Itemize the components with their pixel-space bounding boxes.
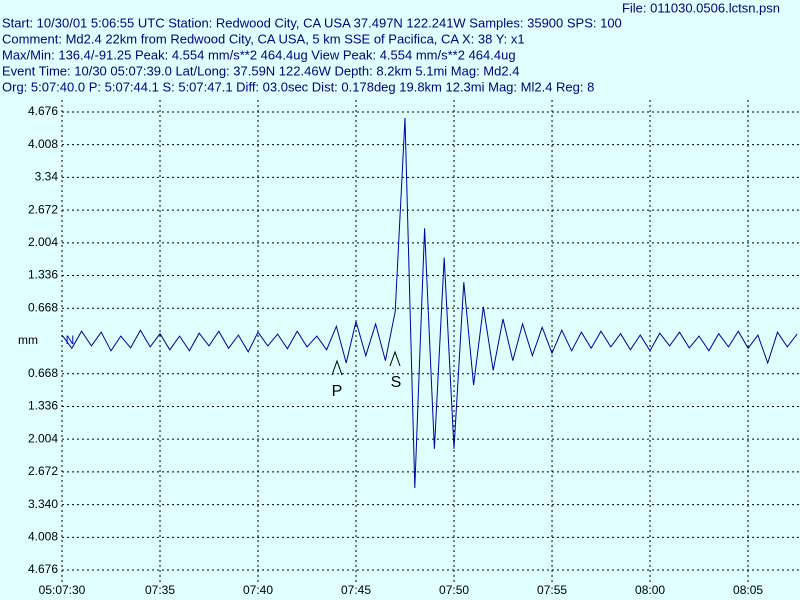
x-tick-label: 07:50 <box>439 583 469 597</box>
p-arrow <box>331 359 343 376</box>
header-line: Event Time: 10/30 05:07:39.0 Lat/Long: 3… <box>2 63 519 78</box>
y-tick-label: 1.336 <box>28 268 58 282</box>
y-axis-label: mm <box>18 333 38 347</box>
channel-marker: N <box>66 333 75 347</box>
header-line: Start: 10/30/01 5:06:55 UTC Station: Red… <box>2 15 622 30</box>
x-tick-label: 07:35 <box>145 583 175 597</box>
p-pick: P <box>332 383 343 400</box>
x-tick-label: 07:40 <box>243 583 273 597</box>
y-tick-label: 2.004 <box>28 235 58 249</box>
x-tick-label: 07:45 <box>341 583 371 597</box>
x-tick-label: 08:00 <box>635 583 665 597</box>
y-tick-label: 3.34 <box>35 170 59 184</box>
y-tick-label: 2.672 <box>28 202 58 216</box>
y-tick-label: 3.340 <box>28 497 58 511</box>
header-line: Max/Min: 136.4/-91.25 Peak: 4.554 mm/s**… <box>2 47 516 62</box>
header-line: Org: 5:07:40.0 P: 5:07:44.1 S: 5:07:47.1… <box>2 79 594 94</box>
s-arrow <box>389 350 401 367</box>
y-tick-label: 2.004 <box>28 431 58 445</box>
waveform <box>61 117 798 489</box>
y-tick-label: 2.672 <box>28 464 58 478</box>
s-pick: S <box>391 374 402 391</box>
y-tick-label: 4.676 <box>28 562 58 576</box>
y-tick-label: 0.668 <box>28 300 58 314</box>
y-tick-label: 4.008 <box>28 529 58 543</box>
y-tick-label: 1.336 <box>28 399 58 413</box>
x-tick-label: 08:05 <box>733 583 763 597</box>
y-tick-label: 4.008 <box>28 137 58 151</box>
y-tick-label: 0.668 <box>28 366 58 380</box>
file-name: File: 011030.0506.lctsn.psn <box>622 0 780 15</box>
x-tick-label: 05:07:30 <box>39 583 86 597</box>
y-tick-label: 4.676 <box>28 104 58 118</box>
header-line: Comment: Md2.4 22km from Redwood City, C… <box>2 31 525 46</box>
x-tick-label: 07:55 <box>537 583 567 597</box>
